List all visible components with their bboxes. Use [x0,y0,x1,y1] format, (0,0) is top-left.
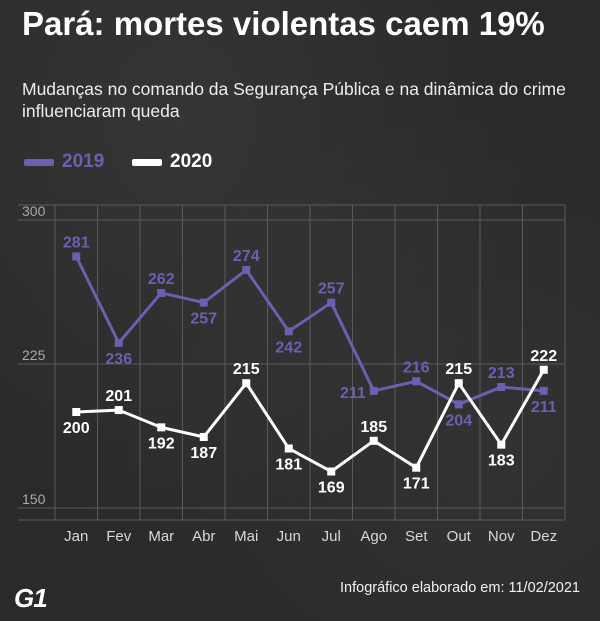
data-point-2020 [454,379,463,388]
data-point-2019 [327,298,336,307]
data-point-2019 [412,377,421,386]
data-point-2020 [284,444,293,453]
data-label-2019: 216 [403,359,430,376]
data-label-2019: 262 [148,271,175,288]
data-point-2020 [327,467,336,476]
data-label-2020: 187 [190,445,217,462]
data-label-2019: 257 [318,281,345,298]
legend-swatch-2019 [24,159,54,166]
data-label-2020: 171 [403,476,430,493]
data-point-2020 [412,463,421,472]
data-label-2020: 222 [530,348,557,365]
data-point-2019 [199,298,208,307]
data-point-2019 [369,386,378,395]
data-point-2020 [114,406,123,415]
data-label-2020: 185 [360,419,387,436]
data-point-2019 [454,400,463,409]
x-tick-label: Set [405,528,428,545]
data-label-2019: 204 [445,412,472,429]
data-label-2020: 215 [445,361,472,378]
data-label-2020: 183 [488,453,515,470]
data-label-2020: 215 [233,361,260,378]
data-label-2019: 236 [105,351,132,368]
legend-label-2020: 2020 [170,151,213,172]
chart-subtitle: Mudanças no comando da Segurança Pública… [22,79,566,121]
data-label-2020: 201 [105,388,132,405]
x-tick-label: Jan [64,528,88,545]
y-tick-label: 150 [22,491,46,507]
data-label-2019: 213 [488,365,515,382]
data-label-2019: 281 [63,234,90,251]
series-line-2020 [74,368,546,474]
data-point-2020 [497,440,506,449]
chart-title: Pará: mortes violentas caem 19% [22,5,545,42]
data-point-2020 [72,408,81,416]
data-point-2020 [369,436,378,445]
x-tick-label: Mar [148,528,174,545]
data-label-2019: 274 [233,248,260,265]
data-point-2020 [242,379,251,388]
series-line-2019 [74,254,546,406]
data-point-2019 [72,252,81,261]
data-point-2019 [242,265,251,274]
y-tick-label: 300 [22,203,46,219]
x-tick-label: Jun [277,528,301,545]
data-label-2019: 211 [531,399,557,416]
data-point-2019 [114,338,123,347]
data-point-2019 [539,386,548,395]
data-point-2019 [497,383,506,392]
x-tick-label: Out [447,528,472,545]
x-tick-label: Fev [106,528,132,545]
y-tick-label: 225 [22,347,46,363]
x-tick-label: Abr [192,528,215,545]
data-point-2020 [157,423,166,432]
data-label-2019: 257 [190,311,217,328]
data-label-2020: 181 [275,456,302,473]
x-tick-label: Nov [488,528,515,545]
x-tick-label: Ago [360,528,387,545]
infographic-credit: Infográfico elaborado em: 11/02/2021 [340,580,580,596]
legend-swatch-2020 [132,159,162,166]
data-label-2020: 192 [148,435,175,452]
x-tick-label: Jul [322,528,341,545]
x-tick-label: Mai [234,528,258,545]
data-label-2020: 200 [63,420,90,437]
data-point-2020 [539,365,548,374]
data-point-2019 [284,327,293,336]
data-label-2019: 211 [340,385,366,402]
data-label-2019: 242 [275,339,302,356]
data-point-2019 [157,288,166,297]
legend-label-2019: 2019 [62,151,105,172]
data-label-2020: 169 [318,480,345,497]
x-tick-label: Dez [530,528,557,545]
data-point-2020 [199,432,208,441]
g1-logo: G1 [14,583,48,613]
